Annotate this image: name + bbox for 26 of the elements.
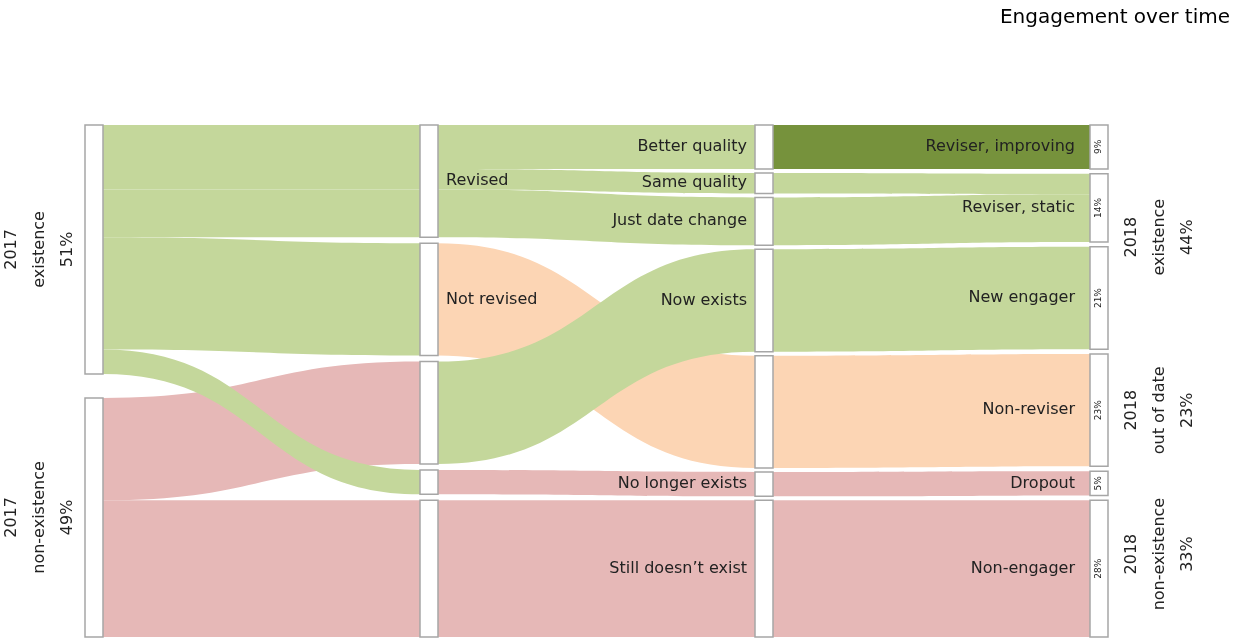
text: Revised (446, 170, 509, 190)
data-label: 14% (1093, 197, 1104, 218)
data-label: 5% (1093, 475, 1104, 491)
text: Now exists (660, 289, 747, 309)
category-label: Reviser, static (961, 197, 1075, 217)
data-label: 28% (1093, 558, 1104, 579)
category-label: Non-reviser (982, 399, 1076, 419)
text: Same quality (641, 172, 747, 192)
text: Better quality (637, 136, 747, 156)
data-label: 23% (1093, 399, 1104, 421)
category-label: Dropout (1010, 472, 1075, 492)
text: Engagement over time (999, 4, 1230, 29)
text: 2017 existence 51% (1, 211, 77, 288)
text: Still doesn’t exist (609, 557, 747, 577)
text: No longer exists (617, 473, 747, 493)
category-label: New engager (968, 287, 1076, 307)
category-label: Reviser, improving (925, 136, 1075, 156)
data-label: 9% (1093, 139, 1104, 155)
category-label: Non-engager (970, 557, 1076, 577)
text: 2018 non-existence 33% (1121, 497, 1197, 611)
text: Just date change (611, 210, 747, 230)
text: 2018 existence 44% (1121, 198, 1197, 276)
data-label: 21% (1093, 287, 1104, 309)
text: 2018 out of date 23% (1121, 366, 1197, 455)
text: Not revised (446, 288, 538, 308)
text: 2017 non-existence 49% (1, 461, 77, 574)
